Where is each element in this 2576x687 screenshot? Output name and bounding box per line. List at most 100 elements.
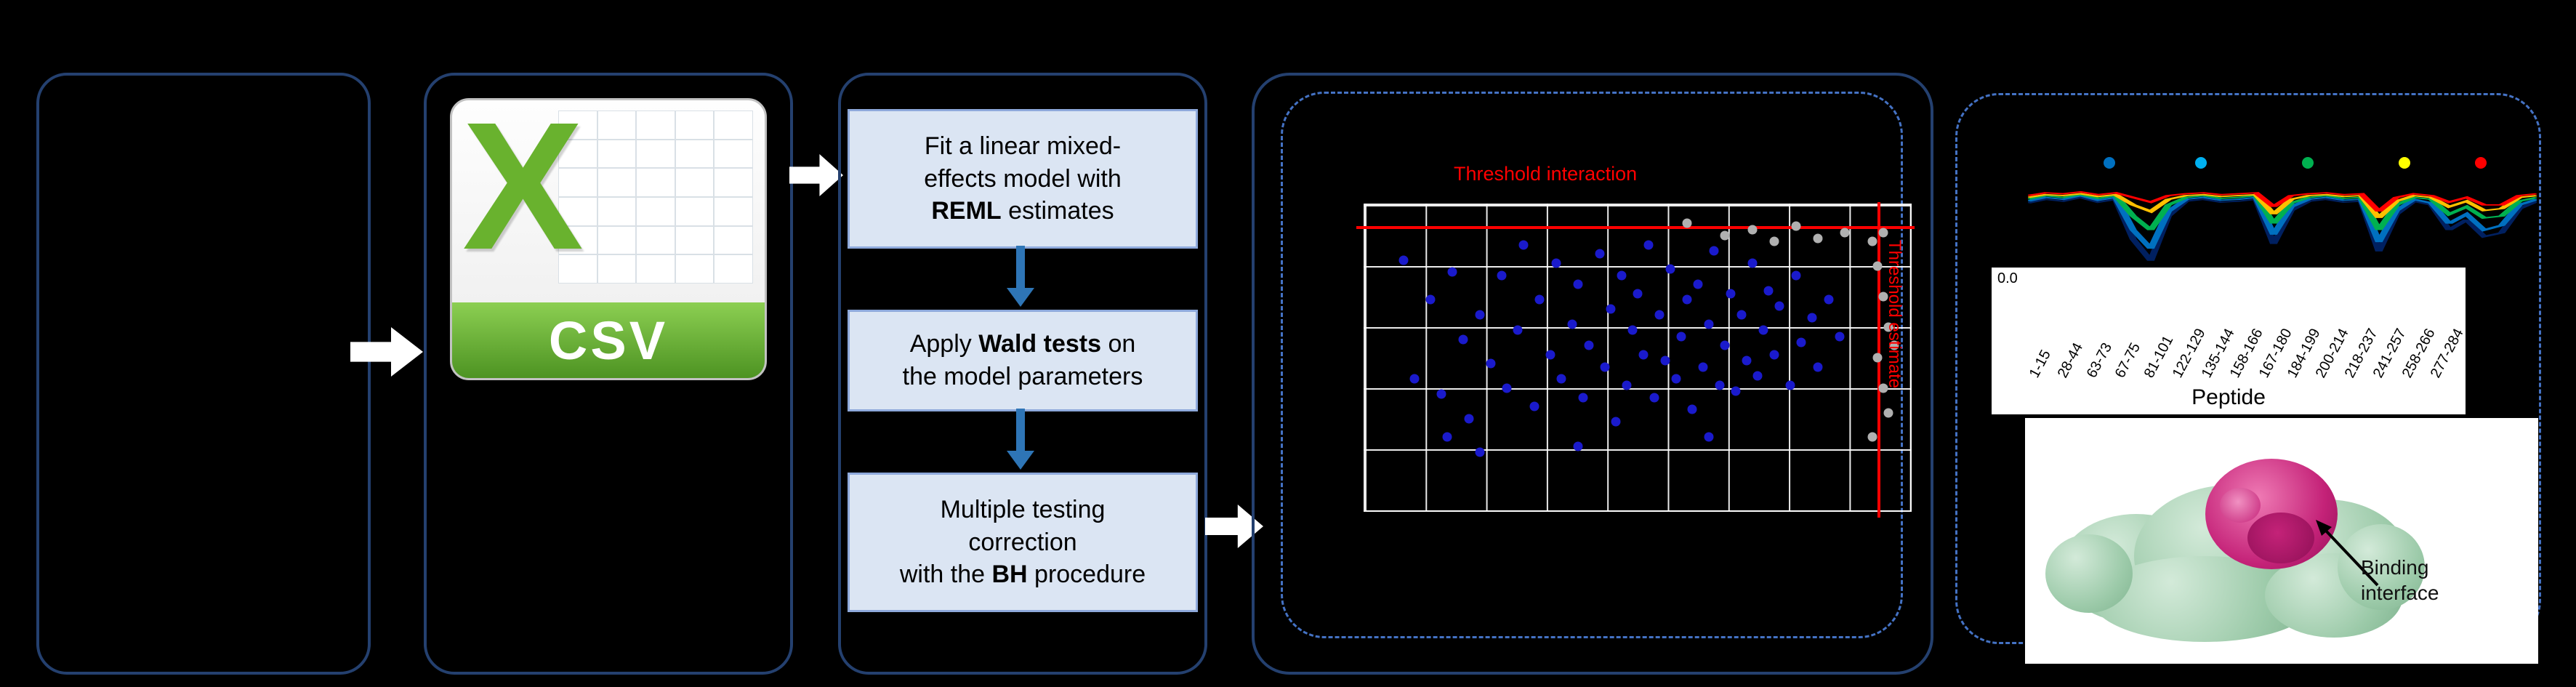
scatter-point-blue: [1726, 289, 1735, 299]
scatter-point-blue: [1687, 404, 1697, 414]
scatter-plot: [1356, 202, 1915, 518]
scatter-point-blue: [1617, 270, 1626, 281]
peptide-label-cell: 258-266: [2399, 270, 2439, 381]
peptide-label-cell: 277-284: [2428, 270, 2467, 381]
series-orange: [2028, 193, 2537, 218]
scatter-point-blue: [1497, 270, 1506, 281]
scatter-point-gray: [1682, 218, 1691, 228]
scatter-point-gray: [1878, 292, 1888, 302]
scatter-point-blue: [1835, 332, 1844, 342]
binding-interface-magenta: [2247, 513, 2314, 563]
scatter-point-blue: [1447, 267, 1457, 277]
scatter-point-blue: [1769, 350, 1779, 360]
scatter-point-blue: [1584, 340, 1593, 350]
scatter-point-blue: [1704, 319, 1713, 329]
scatter-point-gray: [1720, 230, 1730, 241]
scatter-point-gray: [1872, 353, 1883, 363]
flow-step-bh: Multiple testing correction with the BH …: [848, 473, 1198, 612]
condition-dot-icon: [2399, 157, 2410, 169]
scatter-point-blue: [1513, 325, 1523, 335]
peptide-label-cell: 218-237: [2342, 270, 2381, 381]
scatter-point-blue: [1595, 249, 1604, 259]
csv-label: CSV: [452, 302, 765, 378]
scatter-point-blue: [1715, 380, 1724, 390]
scatter-point-blue: [1458, 334, 1468, 345]
scatter-point-blue: [1752, 371, 1763, 381]
scatter-point-blue: [1720, 340, 1730, 350]
scatter-point-blue: [1638, 350, 1648, 360]
panel-csv: X CSV: [424, 73, 793, 675]
flow-step-bh-line1: Multiple testing: [940, 495, 1106, 523]
scatter-point-blue: [1409, 374, 1419, 384]
scatter-point-blue: [1698, 362, 1708, 372]
flow-down-arrow-2-icon: [1007, 409, 1034, 470]
flow-step-wald-line1: Apply Wald tests on: [910, 328, 1136, 361]
panel-results-scatter: [1252, 73, 1933, 675]
series-darkblue: [2028, 196, 2537, 261]
peptide-label-cell: 63-73: [2083, 270, 2115, 381]
scatter-point-gray: [1747, 225, 1757, 235]
scatter-point-blue: [1436, 389, 1446, 399]
threshold-interaction-line: [1356, 226, 1915, 230]
scatter-point-blue: [1774, 301, 1784, 311]
scatter-point-blue: [1791, 270, 1800, 281]
scatter-point-blue: [1573, 441, 1582, 451]
flow-down-arrow-1-icon: [1007, 246, 1034, 307]
scatter-point-blue: [1665, 264, 1675, 274]
binding-interface-annotation: Binding interface: [2361, 555, 2521, 606]
scatter-point-blue: [1704, 432, 1713, 442]
scatter-point-blue: [1747, 258, 1757, 268]
scatter-point-blue: [1731, 386, 1741, 396]
peptide-label-cell: 122-129: [2170, 270, 2209, 381]
reml-bold: REML: [931, 197, 1002, 225]
scatter-point-blue: [1425, 294, 1436, 305]
line-chart-dots: [2028, 153, 2537, 174]
csv-file-icon: X CSV: [450, 98, 767, 380]
flow-arrow-right-2-icon: [789, 154, 843, 196]
scatter-point-blue: [1660, 355, 1670, 366]
line-chart-svg: [2028, 190, 2537, 261]
peptide-labels: 1-15 28-44 63-73 67-75 81-101 122-129 135-144 1…: [2026, 270, 2467, 381]
scatter-point-blue: [1567, 319, 1577, 329]
peptide-label-cell: 167-180: [2255, 270, 2295, 381]
scatter-point-blue: [1398, 255, 1408, 265]
binding-interface-magenta: [2220, 488, 2261, 523]
condition-dot-icon: [2302, 157, 2314, 169]
scatter-point-blue: [1502, 383, 1512, 393]
scatter-point-gray: [1878, 383, 1888, 393]
peptide-label: 63-73: [2083, 340, 2115, 381]
scatter-point-gray: [1867, 236, 1877, 246]
y-axis-tick: 0.0: [1997, 270, 2018, 286]
reml-rest: estimates: [1001, 197, 1114, 225]
peptide-label-cell: 81-101: [2141, 270, 2176, 381]
scatter-point-blue: [1649, 393, 1659, 403]
condition-dot-icon: [2475, 157, 2487, 169]
scatter-point-blue: [1763, 286, 1774, 296]
scatter-point-blue: [1534, 294, 1545, 305]
protein-structure-panel: Binding interface: [2025, 418, 2538, 664]
threshold-estimate-label: Threshold estimate: [1885, 240, 1904, 389]
scatter-point-gray: [1791, 221, 1800, 231]
peptide-label-cell: 28-44: [2055, 270, 2086, 381]
series-green: [2028, 193, 2537, 230]
scatter-point-blue: [1556, 374, 1566, 384]
scatter-point-blue: [1475, 447, 1484, 457]
scatter-point-blue: [1633, 289, 1643, 299]
peptide-label: 277-284: [2428, 326, 2467, 381]
scatter-point-blue: [1464, 414, 1473, 424]
peptide-label: 67-75: [2112, 340, 2144, 381]
series-blue: [2028, 194, 2537, 249]
flow-step-reml-line1: Fit a linear mixed-: [924, 132, 1122, 160]
scatter-point-gray: [1878, 228, 1888, 238]
scatter-point-gray: [1840, 228, 1850, 238]
peptide-label-cell: 158-166: [2227, 270, 2266, 381]
peptide-label-cell: 184-199: [2285, 270, 2324, 381]
bh-pre: with the: [899, 561, 992, 589]
scatter-point-blue: [1611, 417, 1621, 427]
scatter-point-gray: [1883, 408, 1893, 418]
flow-step-bh-line3: with the BH procedure: [900, 558, 1146, 591]
scatter-point-gray: [1872, 261, 1883, 271]
scatter-point-blue: [1529, 401, 1539, 411]
condition-dot-icon: [2195, 157, 2207, 169]
